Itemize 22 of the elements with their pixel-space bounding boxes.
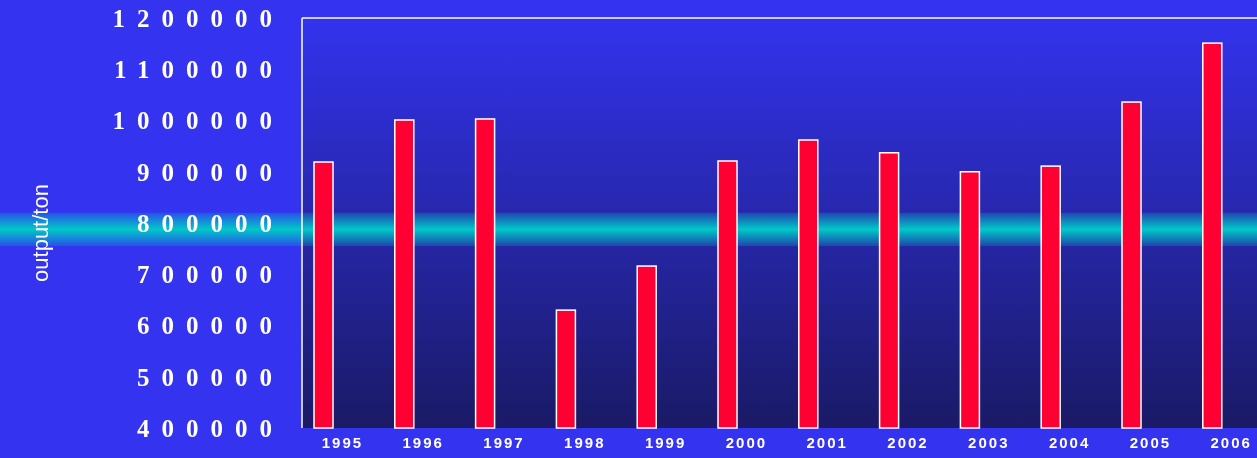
x-tick-label: 1999 xyxy=(644,434,687,451)
x-tick-label: 2000 xyxy=(725,434,768,451)
y-tick-label: 900000 xyxy=(137,158,284,186)
y-tick-label: 1000000 xyxy=(112,107,284,135)
y-tick-label: 600000 xyxy=(137,312,284,340)
x-tick-label: 2006 xyxy=(1210,434,1252,451)
x-tick-label: 1998 xyxy=(564,434,606,451)
x-tick-label: 2001 xyxy=(806,434,848,451)
x-tick-label: 1996 xyxy=(402,434,444,451)
y-axis-title: output/ton xyxy=(28,184,53,282)
y-tick-label: 500000 xyxy=(137,363,284,391)
y-tick-label: 1200000 xyxy=(112,4,284,32)
x-tick-label: 1997 xyxy=(483,434,525,451)
y-tick-label: 400000 xyxy=(137,414,284,442)
x-tick-label: 2005 xyxy=(1129,434,1172,451)
x-tick-label: 2004 xyxy=(1048,434,1091,451)
x-tick-label: 2003 xyxy=(968,434,1010,451)
x-tick-label: 1995 xyxy=(321,434,364,451)
x-tick-label: 2002 xyxy=(887,434,929,451)
y-tick-label: 800000 xyxy=(137,209,284,237)
y-tick-label: 1100000 xyxy=(113,56,284,83)
y-tick-label: 700000 xyxy=(137,261,284,288)
